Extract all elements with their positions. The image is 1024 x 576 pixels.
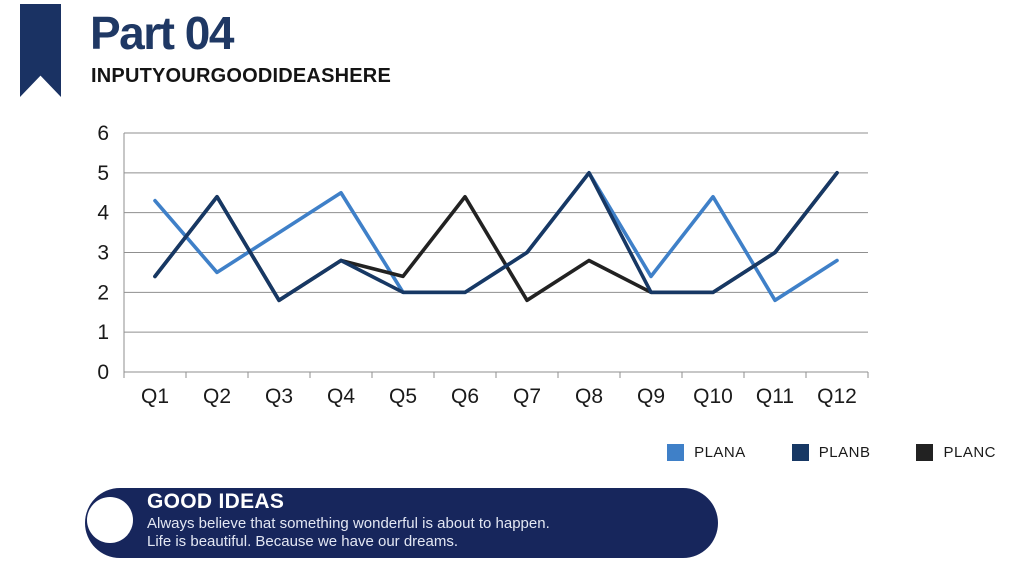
y-axis-label: 0 bbox=[97, 361, 109, 384]
legend-label: PLANA bbox=[694, 443, 746, 461]
y-axis-label: 2 bbox=[97, 281, 109, 304]
x-axis-label: Q5 bbox=[389, 385, 417, 408]
x-axis-label: Q2 bbox=[203, 385, 231, 408]
x-axis-label: Q8 bbox=[575, 385, 603, 408]
series-line-plana bbox=[153, 171, 839, 303]
x-axis-label: Q1 bbox=[141, 385, 169, 408]
banner-circle-icon bbox=[87, 497, 133, 543]
y-axis-label: 3 bbox=[97, 242, 109, 265]
x-axis-label: Q11 bbox=[756, 385, 794, 408]
y-axis-label: 6 bbox=[97, 122, 109, 145]
banner-title: GOOD IDEAS bbox=[147, 490, 285, 513]
page-title: Part 04 bbox=[90, 7, 234, 59]
legend-label: PLANC bbox=[943, 443, 996, 461]
x-axis-label: Q10 bbox=[693, 385, 733, 408]
legend-marker-icon bbox=[791, 443, 809, 461]
legend-marker-icon bbox=[667, 443, 685, 461]
chart-legend: PLANA PLANB PLANC bbox=[667, 442, 996, 462]
y-axis-label: 4 bbox=[97, 202, 109, 225]
good-ideas-banner: GOOD IDEAS Always believe that something… bbox=[85, 488, 718, 558]
x-axis-label: Q3 bbox=[265, 385, 293, 408]
x-axis-label: Q9 bbox=[637, 385, 665, 408]
x-axis-label: Q4 bbox=[327, 385, 355, 408]
legend-label: PLANB bbox=[818, 443, 871, 461]
y-axis-label: 5 bbox=[97, 162, 109, 185]
x-axis-label: Q6 bbox=[451, 385, 479, 408]
y-axis-label: 1 bbox=[97, 321, 109, 344]
banner-text-line2: Life is beautiful. Because we have our d… bbox=[147, 533, 459, 550]
legend-item-planc: PLANC bbox=[916, 443, 996, 461]
x-axis-label: Q12 bbox=[817, 385, 857, 408]
banner-text-line1: Always believe that something wonderful … bbox=[147, 515, 550, 532]
legend-item-planb: PLANB bbox=[791, 443, 871, 461]
legend-marker-icon bbox=[916, 443, 934, 461]
series-line-planc bbox=[153, 171, 839, 303]
x-axis-label: Q7 bbox=[513, 385, 541, 408]
page-subtitle: INPUTYOURGOODIDEASHERE bbox=[91, 65, 391, 87]
series-line-planb bbox=[153, 171, 839, 303]
legend-item-plana: PLANA bbox=[667, 443, 746, 461]
